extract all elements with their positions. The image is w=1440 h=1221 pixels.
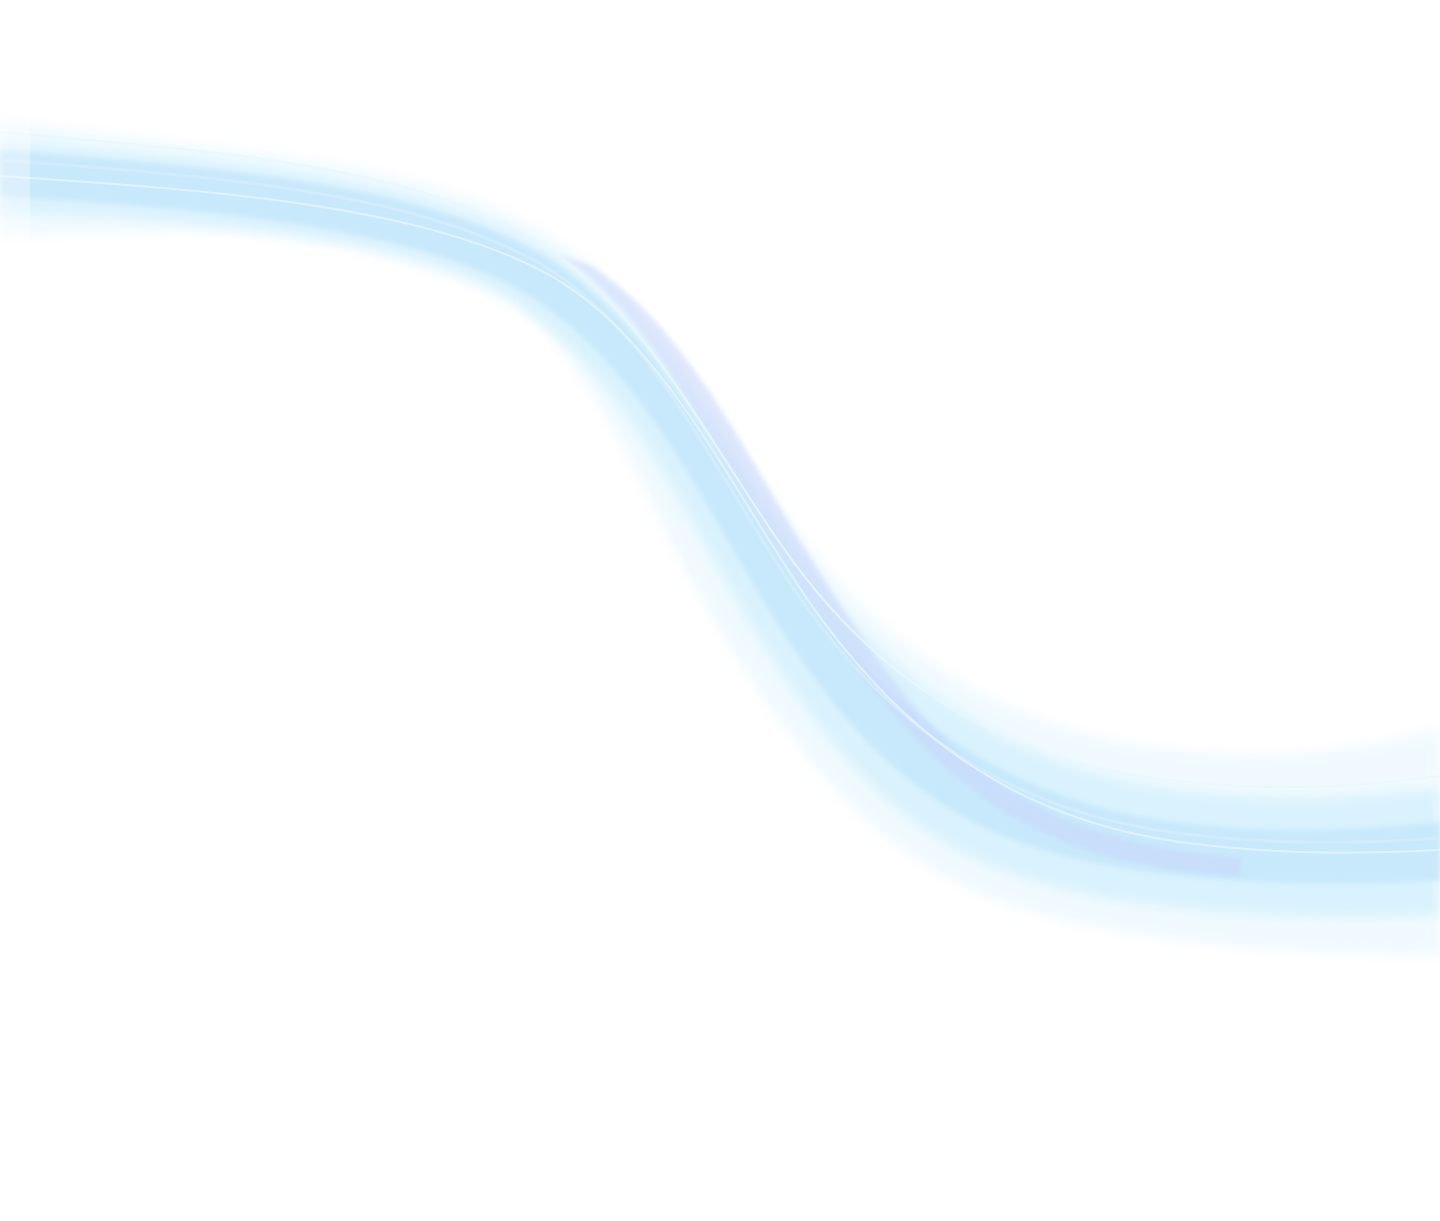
wave-line-1 — [0, 158, 1440, 844]
wave-line-2 — [0, 175, 1440, 854]
wave-body — [0, 140, 1440, 917]
wave-line-3 — [0, 131, 1440, 788]
left-edge-fade — [0, 100, 30, 260]
wave-strand-sky — [0, 150, 1440, 884]
